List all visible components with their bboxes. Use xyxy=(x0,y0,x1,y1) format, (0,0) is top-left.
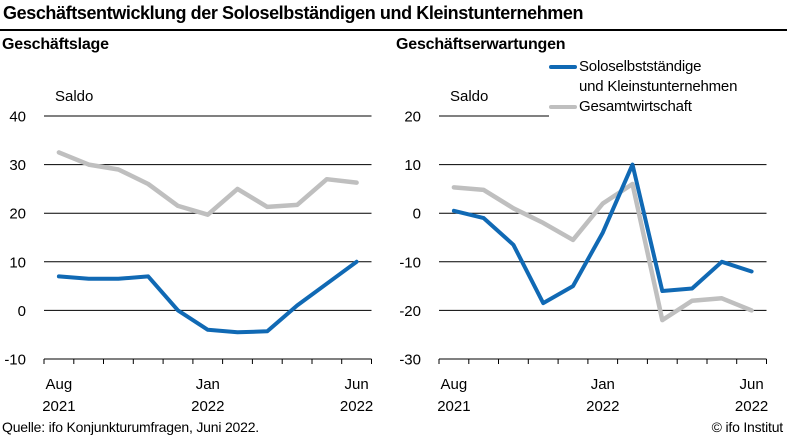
y-tick-label: -30 xyxy=(399,352,421,369)
y-tick-label: 10 xyxy=(404,157,421,174)
series-line-gesamtwirtschaft xyxy=(56,150,359,217)
x-tick-month: Jun xyxy=(345,376,369,393)
y-tick-label: 0 xyxy=(413,206,421,223)
x-tick-year: 2022 xyxy=(735,398,768,415)
x-tick-year: 2022 xyxy=(586,398,619,415)
y-tick-label: 0 xyxy=(18,303,26,320)
x-tick-month: Aug xyxy=(46,376,73,393)
legend-item-soloselbststaendige: Soloselbstständige xyxy=(549,57,787,77)
x-tick-year: 2021 xyxy=(42,398,75,415)
series-line-soloselbstst-ndige-und-kleinstunternehmen xyxy=(56,259,359,335)
y-tick-label: 20 xyxy=(9,206,26,223)
series-line-gesamtwirtschaft xyxy=(451,181,754,323)
x-tick-month: Aug xyxy=(441,376,468,393)
title-divider xyxy=(0,29,787,31)
saldo-label: Saldo xyxy=(450,88,488,105)
legend-item-gesamtwirtschaft: Gesamtwirtschaft xyxy=(549,97,787,117)
saldo-label: Saldo xyxy=(55,88,93,105)
solo-line-swatch-icon xyxy=(549,64,577,70)
x-tick-year: 2022 xyxy=(340,398,373,415)
geschaeftserwartungen-chart: Saldo 20 10 0 -10 -20 -30 Aug 2021 Jan 2022 Jun 2022 xyxy=(399,88,768,415)
panel-header-geschaeftslage: Geschäftslage xyxy=(2,36,109,53)
source-note: Quelle: ifo Konjunkturumfragen, Juni 202… xyxy=(2,419,259,435)
legend-label-solo-line1: Soloselbstständige xyxy=(579,58,702,75)
legend: Soloselbstständige und Kleinstunternehme… xyxy=(549,57,787,117)
x-tick-year: 2022 xyxy=(191,398,224,415)
y-tick-label: 10 xyxy=(9,254,26,271)
figure-title: Geschäftsentwicklung der Soloselbständig… xyxy=(3,3,584,23)
panel-header-geschaeftserwartungen: Geschäftserwartungen xyxy=(396,36,566,53)
x-tick-month: Jun xyxy=(740,376,764,393)
copyright-note: © ifo Institut xyxy=(711,419,784,435)
x-tick-month: Jan xyxy=(196,376,220,393)
legend-label-gesamtwirtschaft: Gesamtwirtschaft xyxy=(579,98,692,115)
gesamt-line-swatch-icon xyxy=(549,104,577,110)
series-line-soloselbstst-ndige-und-kleinstunternehmen xyxy=(451,162,754,306)
y-tick-label: -20 xyxy=(399,303,421,320)
legend-label-solo-line2: und Kleinstunternehmen xyxy=(579,78,738,95)
x-tick-month: Jan xyxy=(591,376,615,393)
legend-item-soloselbststaendige-line2: und Kleinstunternehmen xyxy=(549,77,787,97)
geschaeftslage-chart: Saldo 40 30 20 10 0 -10 Aug 2021 Jan 2022 Jun 2022 xyxy=(4,88,373,415)
y-tick-label: 30 xyxy=(9,157,26,174)
y-tick-label: 40 xyxy=(9,109,26,126)
y-tick-label: -10 xyxy=(4,352,26,369)
y-tick-label: -10 xyxy=(399,254,421,271)
x-tick-year: 2021 xyxy=(437,398,470,415)
y-tick-label: 20 xyxy=(404,109,421,126)
